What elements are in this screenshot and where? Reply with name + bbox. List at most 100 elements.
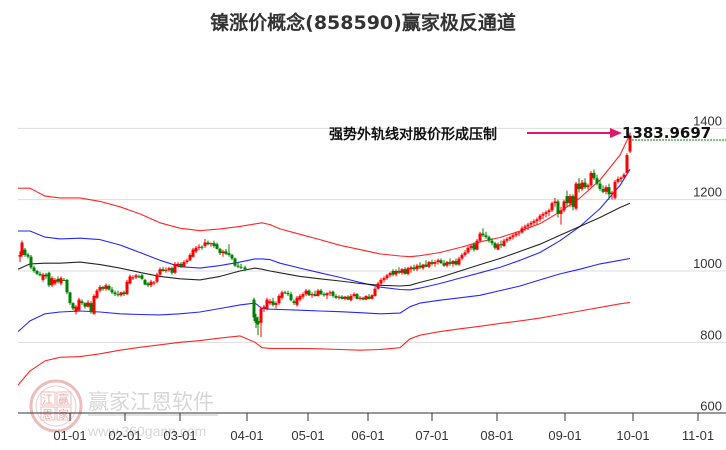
candle-body [616, 178, 620, 182]
candle-body [421, 264, 425, 269]
candle-body [382, 278, 386, 280]
candle-body [529, 222, 533, 225]
candle-body [445, 262, 449, 266]
candle-body [322, 294, 326, 296]
candle-body [95, 290, 99, 298]
y-tick-label: 1400 [693, 113, 722, 128]
candle-body [601, 188, 605, 192]
candle-body [385, 275, 389, 279]
candle-body [179, 263, 183, 267]
y-tick-label: 600 [700, 399, 722, 414]
candle-body [514, 233, 518, 236]
candle-body [448, 262, 452, 264]
candle-body [86, 302, 90, 307]
x-tick-label: 03-01 [163, 428, 196, 443]
candle-body [457, 258, 461, 265]
candle-body [499, 244, 503, 246]
candle-body [487, 237, 491, 241]
candle-body [89, 303, 93, 313]
candle-body [230, 254, 234, 259]
candle-body [610, 192, 614, 195]
seal-char-2: 赢 [58, 392, 69, 406]
candle-body [170, 268, 174, 273]
candle-body [137, 276, 141, 278]
candle-body [122, 292, 126, 295]
candle-body [490, 240, 494, 244]
candle-body [277, 295, 281, 304]
candle-body [388, 273, 392, 276]
candle-body [185, 260, 189, 263]
candle-body [83, 303, 87, 307]
candle-body [280, 292, 284, 298]
candle-body [541, 213, 545, 216]
candle-body [209, 243, 213, 245]
candle-body [613, 181, 617, 198]
candle-body [38, 273, 42, 276]
candle-body [113, 292, 117, 295]
candle-body [18, 254, 22, 257]
candle-body [197, 246, 201, 248]
candle-body [191, 249, 195, 257]
candle-body [92, 295, 96, 314]
candle-body [128, 276, 132, 284]
candle-body [406, 268, 410, 274]
candle-body [571, 196, 575, 207]
candle-body [547, 210, 551, 213]
candle-body [158, 269, 162, 275]
candle-body [556, 201, 560, 214]
candle-body [469, 246, 473, 248]
candle-body [622, 174, 626, 178]
candle-body [475, 240, 479, 250]
candle-body [604, 187, 608, 192]
candle-body [131, 277, 135, 279]
candle-body [577, 183, 581, 189]
candle-body [607, 187, 611, 195]
seal-char-1: 江 [42, 393, 53, 406]
candle-body [295, 297, 299, 305]
candle-body [268, 301, 272, 304]
candle-body [511, 235, 515, 238]
band-line-upper_inner [18, 169, 631, 291]
candle-body [526, 224, 530, 227]
candle-body [625, 155, 629, 173]
candle-body [203, 242, 207, 247]
candle-body [227, 253, 231, 255]
candle-body [433, 262, 437, 264]
candle-body [319, 290, 323, 295]
candle-body [325, 293, 329, 296]
candle-body [182, 262, 186, 267]
candle-body [439, 260, 443, 264]
x-tick-label: 08-01 [480, 428, 513, 443]
candle-body [559, 210, 563, 214]
chart-title: 镍涨价概念(858590)赢家极反通道 [210, 12, 516, 34]
candle-body [520, 228, 524, 233]
candle-body [215, 244, 219, 249]
candle-body [254, 317, 258, 323]
candle-body [544, 212, 548, 214]
candle-body [262, 306, 266, 309]
y-tick-label: 800 [700, 327, 722, 342]
candle-body [466, 247, 470, 253]
x-tick-label: 06-01 [351, 428, 384, 443]
candle-body [430, 262, 434, 264]
candle-body [310, 294, 314, 296]
candle-body [212, 243, 216, 247]
candle-body [373, 288, 377, 296]
annotation-label: 强势外轨线对股价形成压制 [329, 126, 497, 143]
candle-body [628, 135, 632, 152]
candle-body [580, 182, 584, 189]
candle-body [206, 242, 210, 245]
candle-body [77, 299, 81, 311]
y-tick-label: 1200 [693, 185, 722, 200]
candle-body [146, 283, 150, 286]
candle-body [313, 294, 317, 296]
candle-body [538, 215, 542, 220]
candle-body [224, 251, 228, 254]
candle-body [80, 301, 84, 304]
candle-body [233, 258, 237, 266]
candle-body [50, 278, 54, 286]
candle-body [173, 263, 177, 273]
candle-body [53, 279, 57, 284]
candle-body [412, 267, 416, 270]
candle-body [403, 269, 407, 274]
